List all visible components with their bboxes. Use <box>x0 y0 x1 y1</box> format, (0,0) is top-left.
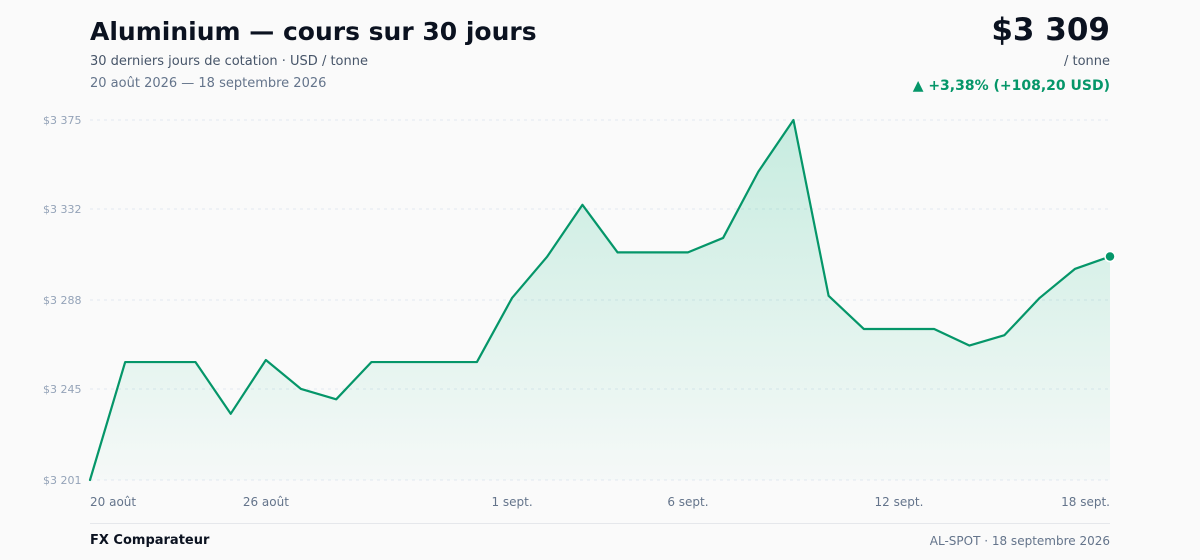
price-unit: / tonne <box>1063 54 1110 69</box>
price-change: ▲ +3,38% (+108,20 USD) <box>912 78 1110 94</box>
footer-divider <box>90 523 1110 524</box>
area-fill <box>90 120 1110 480</box>
current-price: $3 309 <box>991 12 1110 48</box>
y-tick-label: $3 332 <box>43 203 82 216</box>
series-line <box>88 118 1112 482</box>
chart-title: Aluminium — cours sur 30 jours <box>90 17 537 46</box>
x-tick-label: 12 sept. <box>875 495 924 509</box>
y-tick-label: $3 201 <box>43 474 82 487</box>
data-source: AL-SPOT · 18 septembre 2026 <box>929 534 1110 548</box>
x-tick-label: 1 sept. <box>491 495 532 509</box>
x-tick-label: 26 août <box>243 495 289 509</box>
y-tick-label: $3 375 <box>43 114 82 127</box>
x-tick-label: 18 sept. <box>1061 495 1110 509</box>
last-point-marker[interactable] <box>1104 250 1116 263</box>
y-tick-label: $3 288 <box>43 294 82 307</box>
date-range: 20 août 2026 — 18 septembre 2026 <box>90 76 327 91</box>
chart-subtitle: 30 derniers jours de cotation · USD / to… <box>90 54 368 69</box>
y-tick-label: $3 245 <box>43 383 82 396</box>
brand-name: FX Comparateur <box>90 533 210 548</box>
x-tick-label: 6 sept. <box>667 495 708 509</box>
x-tick-label: 20 août <box>90 495 136 509</box>
